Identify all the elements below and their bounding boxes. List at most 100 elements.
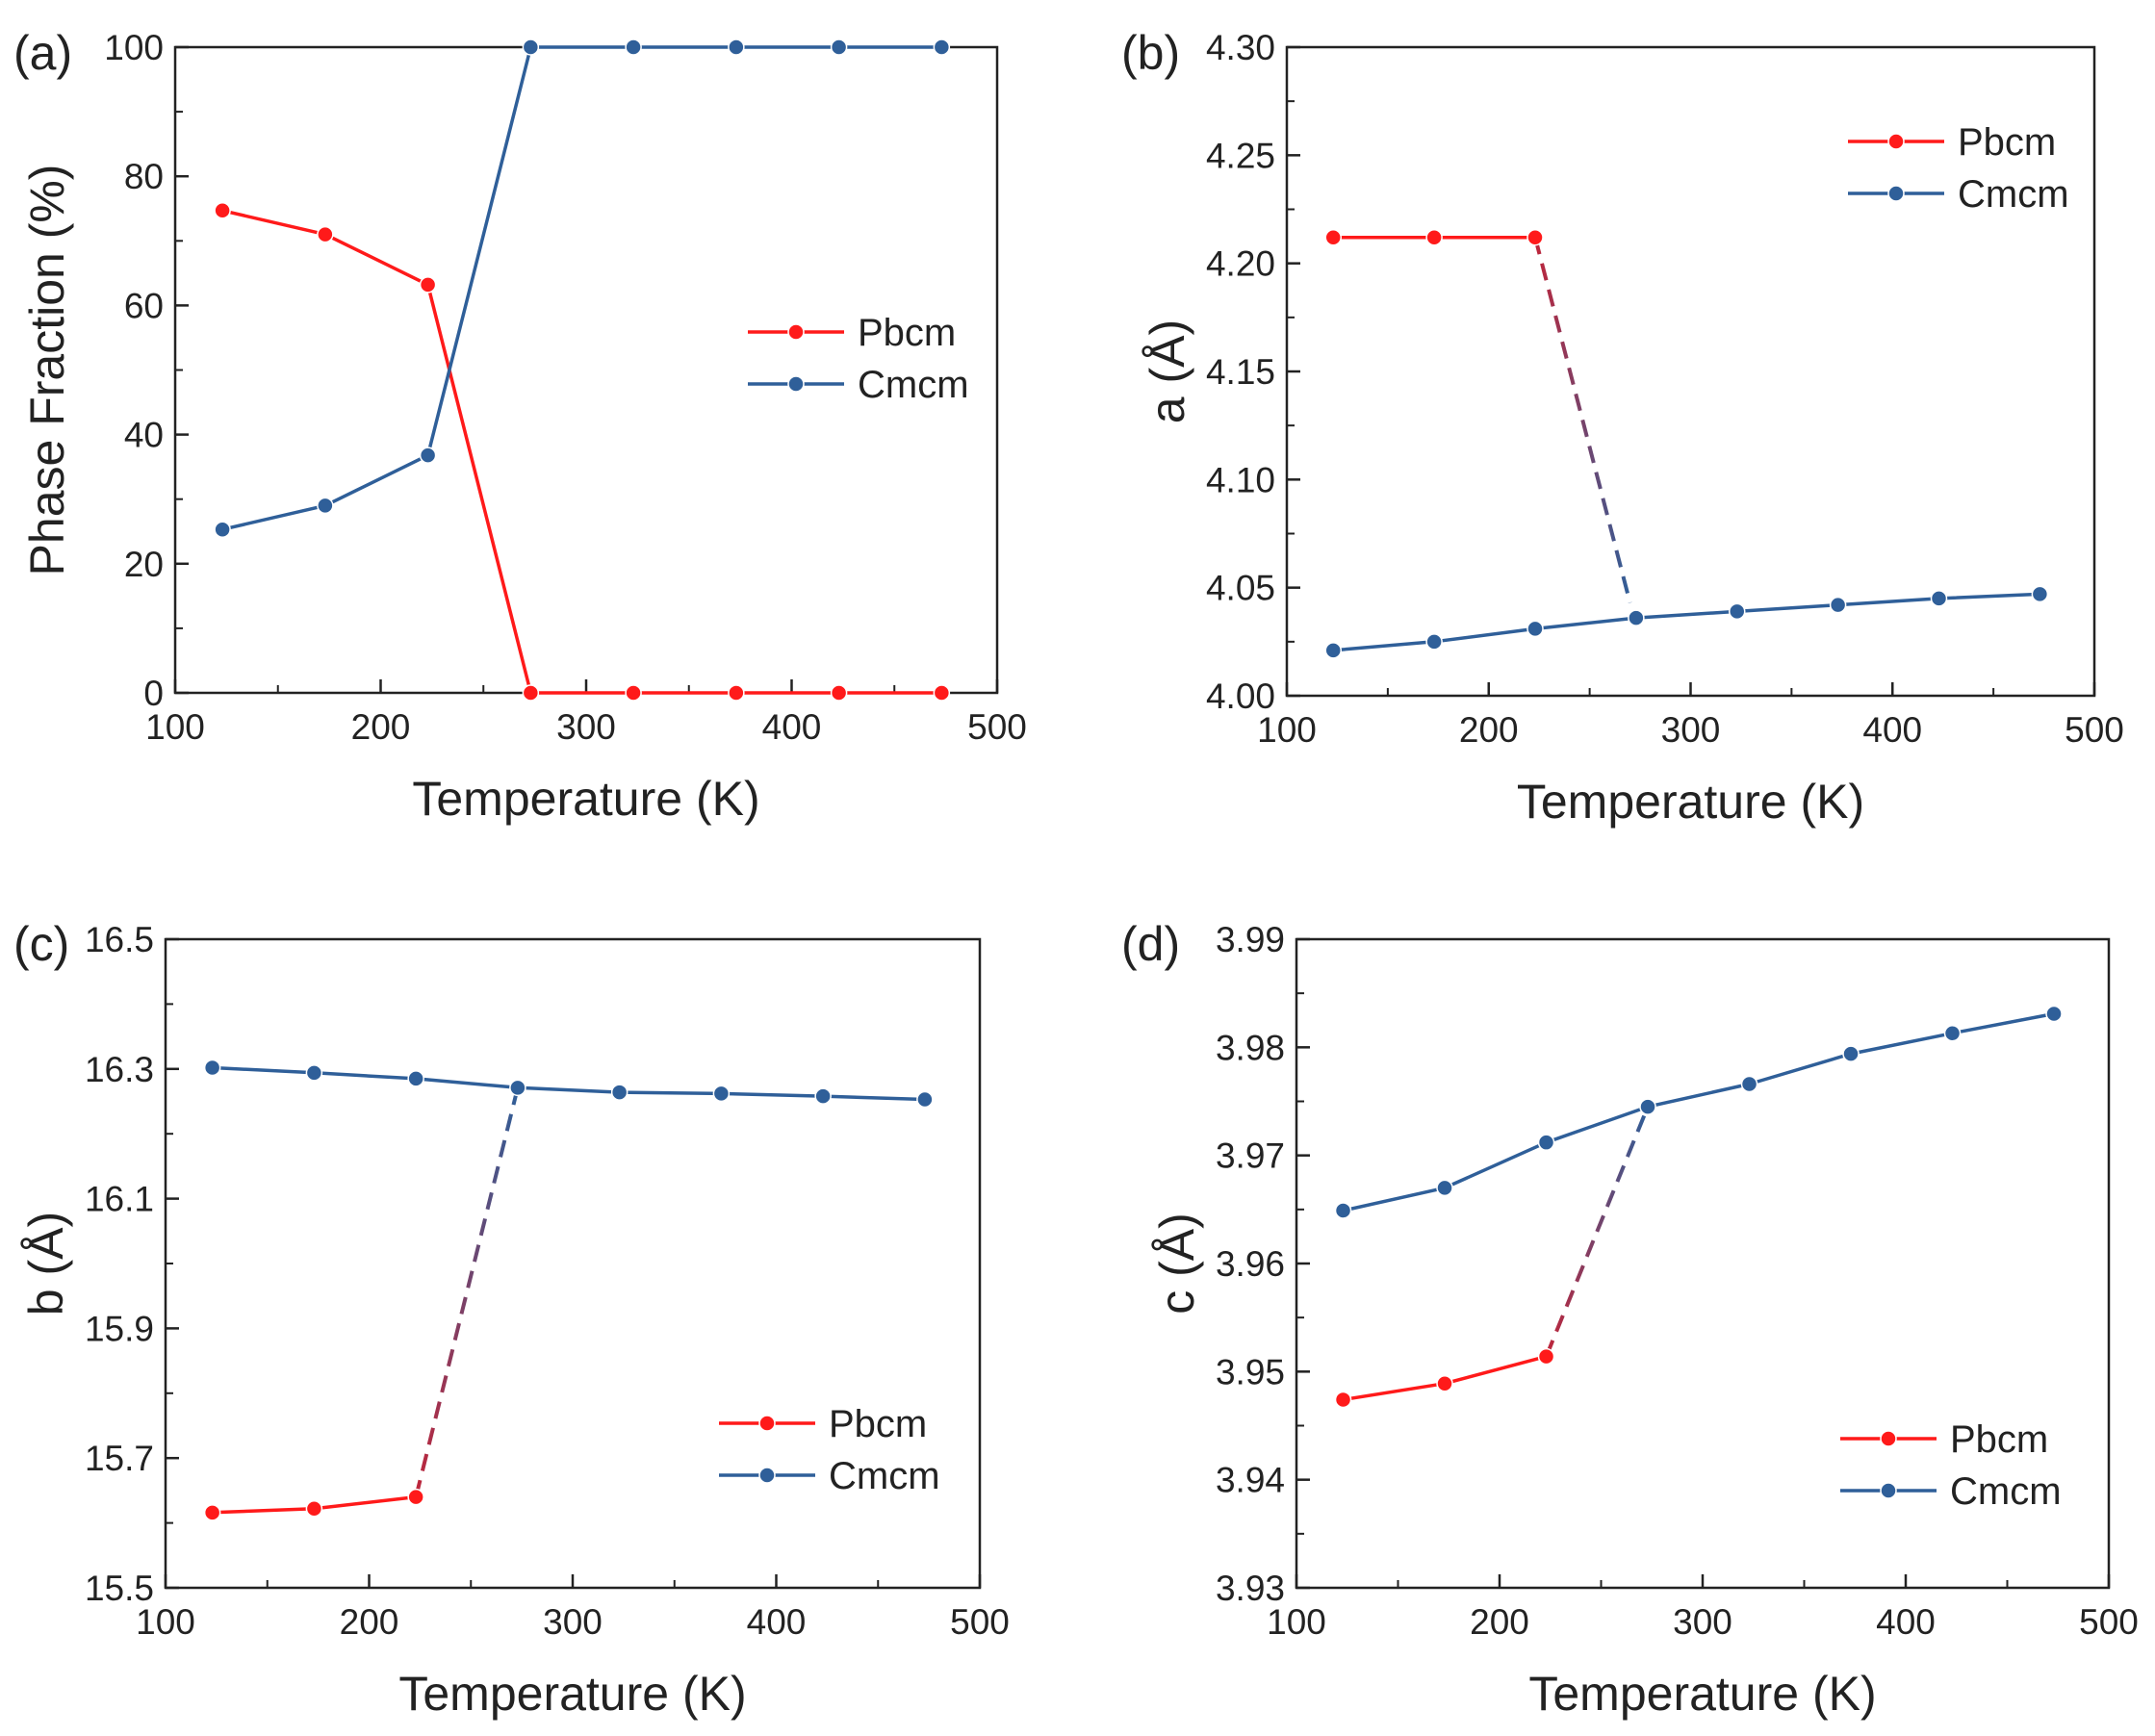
y-tick-label-a: 0 <box>143 674 164 713</box>
data-point-pbcm-d <box>1537 1347 1555 1366</box>
panel-a: (a) 100 200 300 400 500 0 20 40 60 80 100 Temperatur… <box>13 26 1027 826</box>
y-tick-label-b: 4.15 <box>1206 352 1275 392</box>
x-axis-title-a: Temperature (K) <box>412 772 759 826</box>
y-tick-label-b: 4.10 <box>1206 460 1275 499</box>
panel-label-d: (d) <box>1121 917 1180 971</box>
data-point-pbcm-b <box>1324 228 1342 246</box>
legend-label: Pbcm <box>1958 121 2056 164</box>
data-point-pbcm-a <box>419 276 437 294</box>
y-tick-label-c: 15.5 <box>85 1569 154 1608</box>
transition-dashed-line-b <box>1533 237 1632 603</box>
data-point-cmcm-b <box>1425 633 1443 651</box>
data-point-cmcm-d <box>1639 1098 1656 1115</box>
data-point-pbcm-a <box>933 684 951 702</box>
x-tick-label-a: 200 <box>351 707 411 747</box>
legend-swatch-marker <box>1880 1482 1897 1499</box>
x-tick-label-c: 200 <box>340 1602 399 1642</box>
data-point-cmcm-d <box>1842 1045 1860 1062</box>
y-tick-label-d: 3.93 <box>1216 1569 1285 1608</box>
data-point-cmcm-c <box>407 1070 424 1087</box>
legend-label: Pbcm <box>1950 1418 2048 1461</box>
data-point-cmcm-b <box>1324 642 1342 659</box>
y-tick-label-d: 3.95 <box>1216 1352 1285 1391</box>
x-tick-label-d: 100 <box>1267 1602 1326 1642</box>
legend-swatch-marker <box>1887 133 1905 150</box>
y-axis-title-b: a (Å) <box>1141 319 1194 423</box>
data-point-cmcm-a <box>728 38 745 56</box>
data-point-cmcm-c <box>509 1079 526 1097</box>
data-point-pbcm-d <box>1334 1391 1352 1409</box>
legend-item-cmcm-b: Cmcm <box>1848 173 2069 216</box>
data-point-pbcm-d <box>1436 1374 1453 1392</box>
legend-item-pbcm-a: Pbcm <box>748 312 956 354</box>
x-tick-label-a: 400 <box>762 707 822 747</box>
data-point-cmcm-c <box>203 1059 221 1077</box>
y-tick-label-b: 4.00 <box>1206 677 1275 716</box>
y-tick-label-b: 4.30 <box>1206 28 1275 67</box>
x-tick-label-a: 300 <box>556 707 616 747</box>
data-point-pbcm-b <box>1526 228 1544 246</box>
data-point-pbcm-c <box>203 1504 221 1521</box>
series-line-cmcm-c <box>212 1065 925 1102</box>
y-tick-label-d: 3.99 <box>1216 920 1285 959</box>
y-axis-title-c: b (Å) <box>19 1212 73 1315</box>
panel-b: (b) 100 200 300 400 500 4.00 4.05 4.10 4.15 4.20 4.… <box>1121 26 2124 829</box>
legend-swatch-marker <box>787 375 805 393</box>
legend-item-pbcm-c: Pbcm <box>719 1403 927 1445</box>
y-axis-title-a: Phase Fraction (%) <box>20 165 74 576</box>
y-tick-label-a: 20 <box>124 545 164 584</box>
legend-label: Cmcm <box>1958 173 2069 216</box>
legend-swatch-marker <box>758 1467 776 1484</box>
legend-swatch-marker <box>787 323 805 341</box>
legend-swatch-marker <box>1887 185 1905 202</box>
y-tick-label-a: 100 <box>104 28 164 67</box>
legend-label: Pbcm <box>858 312 956 354</box>
data-point-cmcm-c <box>814 1087 832 1105</box>
x-tick-label-b: 100 <box>1257 710 1317 750</box>
legend-label: Cmcm <box>829 1455 940 1497</box>
x-tick-label-d: 200 <box>1470 1602 1529 1642</box>
x-tick-label-c: 300 <box>543 1602 603 1642</box>
y-tick-label-c: 15.7 <box>85 1439 154 1478</box>
x-axis-title-d: Temperature (K) <box>1528 1667 1876 1721</box>
y-tick-label-b: 4.05 <box>1206 569 1275 608</box>
data-point-cmcm-d <box>1740 1075 1758 1093</box>
legend-item-cmcm-d: Cmcm <box>1840 1470 2062 1513</box>
panel-label-a: (a) <box>13 26 72 80</box>
data-point-cmcm-a <box>522 38 540 56</box>
y-tick-label-d: 3.97 <box>1216 1136 1285 1176</box>
data-point-cmcm-d <box>1334 1202 1352 1219</box>
data-point-pbcm-a <box>317 225 334 243</box>
legend-label: Pbcm <box>829 1403 927 1445</box>
data-point-cmcm-c <box>610 1084 629 1101</box>
data-point-pbcm-c <box>407 1488 424 1506</box>
transition-dashed-line-d <box>1544 1106 1650 1358</box>
legend-swatch-marker <box>1880 1430 1897 1447</box>
data-point-pbcm-a <box>214 202 231 219</box>
x-tick-label-c: 400 <box>747 1602 807 1642</box>
data-point-cmcm-c <box>712 1085 731 1103</box>
x-tick-label-c: 100 <box>136 1602 195 1642</box>
data-point-cmcm-b <box>1728 602 1746 621</box>
series-line-pbcm-a <box>221 209 942 695</box>
data-point-cmcm-d <box>1537 1134 1555 1151</box>
y-tick-label-d: 3.96 <box>1216 1244 1285 1284</box>
x-tick-label-b: 400 <box>1862 710 1922 750</box>
y-tick-label-a: 40 <box>124 416 164 455</box>
data-point-cmcm-a <box>214 521 231 538</box>
legend-item-pbcm-b: Pbcm <box>1848 121 2056 164</box>
y-tick-label-c: 16.3 <box>85 1050 154 1089</box>
y-tick-label-d: 3.98 <box>1216 1028 1285 1067</box>
data-point-pbcm-a <box>728 684 745 702</box>
x-tick-label-a: 100 <box>145 707 205 747</box>
data-point-cmcm-b <box>2031 585 2049 603</box>
data-point-cmcm-b <box>1930 590 1948 607</box>
data-point-cmcm-c <box>305 1064 323 1082</box>
legend-item-cmcm-a: Cmcm <box>748 364 969 406</box>
y-tick-label-c: 15.9 <box>85 1309 154 1348</box>
y-tick-label-c: 16.5 <box>85 920 154 959</box>
data-point-cmcm-a <box>933 38 951 56</box>
x-tick-label-d: 300 <box>1673 1602 1732 1642</box>
data-point-pbcm-a <box>625 684 642 702</box>
